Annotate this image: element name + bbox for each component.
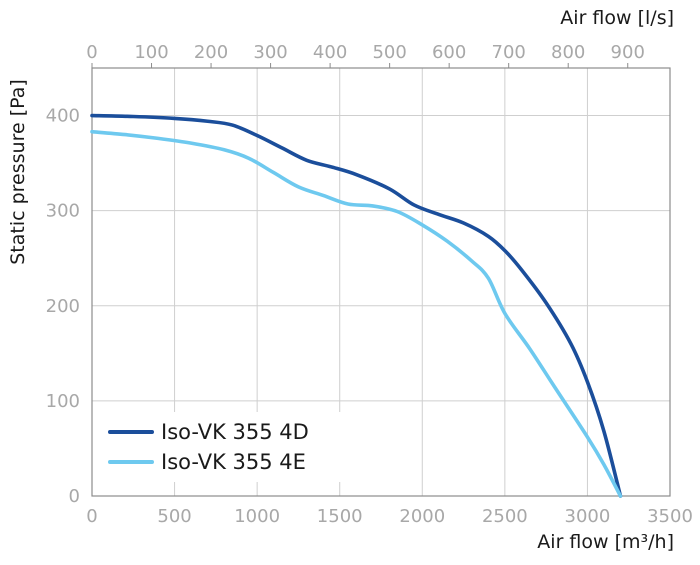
x-tick-label: 500 xyxy=(157,506,191,527)
grid xyxy=(91,68,671,497)
plot-frame xyxy=(91,67,671,497)
x-tick-label: 0 xyxy=(86,506,97,527)
x2-tick-label: 800 xyxy=(551,42,585,63)
y-tick-label: 400 xyxy=(46,106,80,127)
x-tick-label: 1000 xyxy=(234,506,280,527)
series-group xyxy=(90,113,623,498)
x-tick-label: 2500 xyxy=(482,506,528,527)
x2-tick-label: 100 xyxy=(134,42,168,63)
y-tick-label: 100 xyxy=(46,391,80,412)
y-axis-ticks: 0 100 200 300 400 xyxy=(46,106,80,507)
x2-tick-label: 500 xyxy=(372,42,406,63)
x2-tick-label: 700 xyxy=(492,42,526,63)
x2-tick-label: 400 xyxy=(313,42,347,63)
x2-tick-label: 300 xyxy=(253,42,287,63)
y-axis-title: Static pressure [Pa] xyxy=(7,79,29,265)
legend-background xyxy=(100,412,350,482)
x-tick-label: 2000 xyxy=(399,506,445,527)
legend: Iso-VK 355 4D Iso-VK 355 4E xyxy=(100,412,350,482)
y-tick-label: 200 xyxy=(46,296,80,317)
x2-tick-label: 0 xyxy=(86,42,97,63)
x2-tick-label: 600 xyxy=(432,42,466,63)
x2-axis-title: Air flow [l/s] xyxy=(560,7,674,29)
legend-label-4e: Iso-VK 355 4E xyxy=(161,450,306,474)
series-line-4e xyxy=(90,129,623,498)
x-axis-ticks: 0 500 1000 1500 2000 2500 3000 3500 xyxy=(86,506,693,527)
x2-tick-label: 200 xyxy=(194,42,228,63)
y-tick-label: 300 xyxy=(46,201,80,222)
x2-axis-ticks: 0 100 200 300 400 500 600 700 800 900 xyxy=(86,42,645,68)
y-tick-label: 0 xyxy=(69,486,80,507)
legend-label-4d: Iso-VK 355 4D xyxy=(161,420,309,444)
x-axis-title: Air flow [m³/h] xyxy=(537,531,674,553)
x-tick-label: 3000 xyxy=(565,506,611,527)
x-tick-label: 3500 xyxy=(647,506,693,527)
x-tick-label: 1500 xyxy=(317,506,363,527)
series-line-4d xyxy=(90,113,623,498)
x2-tick-label: 900 xyxy=(611,42,645,63)
